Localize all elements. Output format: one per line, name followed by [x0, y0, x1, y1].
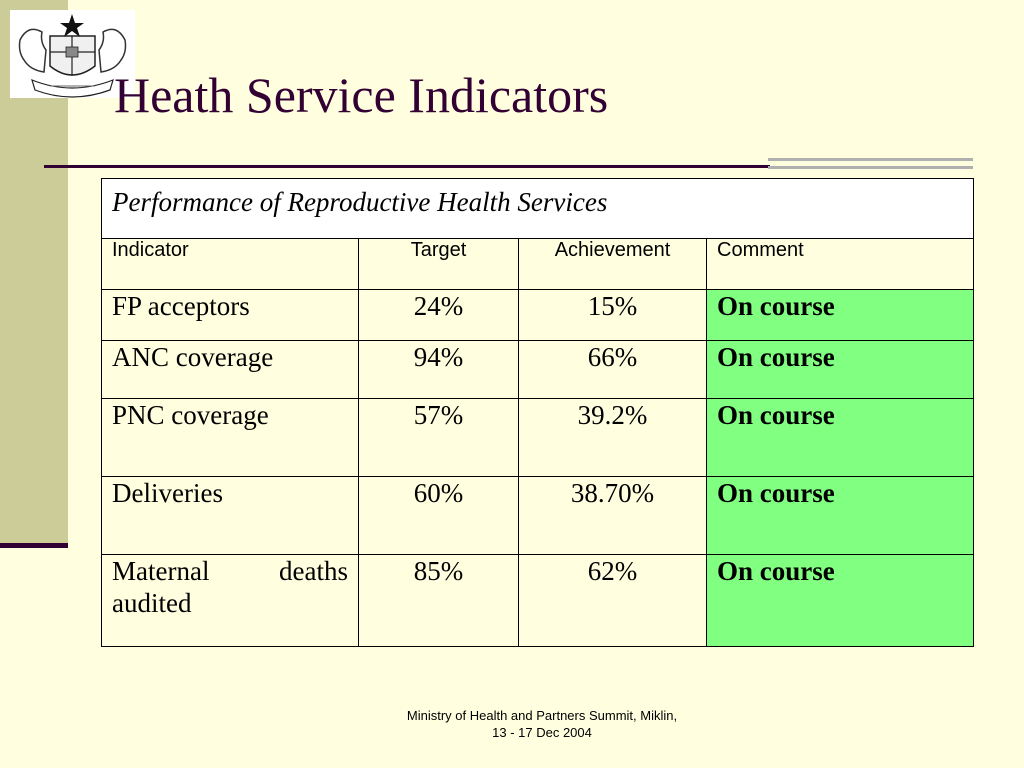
cell-target: 24% [358, 289, 519, 341]
slide-footer: Ministry of Health and Partners Summit, … [0, 707, 1024, 741]
accent-stripe [768, 158, 973, 161]
cell-indicator: Deliveries [101, 476, 359, 555]
cell-achievement: 15% [518, 289, 707, 341]
header-achievement: Achievement [518, 238, 707, 290]
table-row: Maternal deaths audited 85% 62% On cours… [101, 554, 975, 647]
table-header-row: Indicator Target Achievement Comment [101, 238, 975, 290]
table-row: FP acceptors 24% 15% On course [101, 289, 975, 341]
cell-comment: On course [705, 398, 975, 477]
table-caption-row: Performance of Reproductive Health Servi… [100, 178, 975, 239]
cell-achievement: 66% [518, 340, 707, 399]
cell-achievement: 38.70% [518, 476, 707, 555]
table-row: PNC coverage 57% 39.2% On course [101, 398, 975, 477]
cell-target: 85% [358, 554, 519, 647]
accent-stripes [768, 158, 973, 178]
header-indicator: Indicator [101, 238, 359, 290]
cell-indicator: Maternal deaths audited [101, 554, 359, 647]
cell-achievement: 62% [518, 554, 707, 647]
left-decor-line [0, 543, 68, 548]
accent-stripe [768, 166, 973, 169]
footer-line-2: 13 - 17 Dec 2004 [492, 725, 592, 740]
cell-target: 57% [358, 398, 519, 477]
cell-target: 94% [358, 340, 519, 399]
header-comment: Comment [705, 238, 975, 290]
cell-comment: On course [705, 289, 975, 341]
slide-title: Heath Service Indicators [114, 67, 609, 123]
cell-comment: On course [705, 340, 975, 399]
cell-achievement: 39.2% [518, 398, 707, 477]
cell-comment: On course [705, 554, 975, 647]
cell-indicator: ANC coverage [101, 340, 359, 399]
footer-line-1: Ministry of Health and Partners Summit, … [406, 708, 678, 723]
title-underline [44, 165, 770, 168]
cell-indicator: FP acceptors [101, 289, 359, 341]
table-row: Deliveries 60% 38.70% On course [101, 476, 975, 555]
cell-indicator: PNC coverage [101, 398, 359, 477]
cell-comment: On course [705, 476, 975, 555]
table-caption: Performance of Reproductive Health Servi… [100, 178, 975, 239]
coat-of-arms-icon [10, 10, 135, 98]
coat-of-arms-icon-graphic [18, 14, 127, 98]
header-target: Target [358, 238, 519, 290]
indicators-table: Performance of Reproductive Health Servi… [100, 178, 975, 647]
table-row: ANC coverage 94% 66% On course [101, 340, 975, 399]
cell-target: 60% [358, 476, 519, 555]
